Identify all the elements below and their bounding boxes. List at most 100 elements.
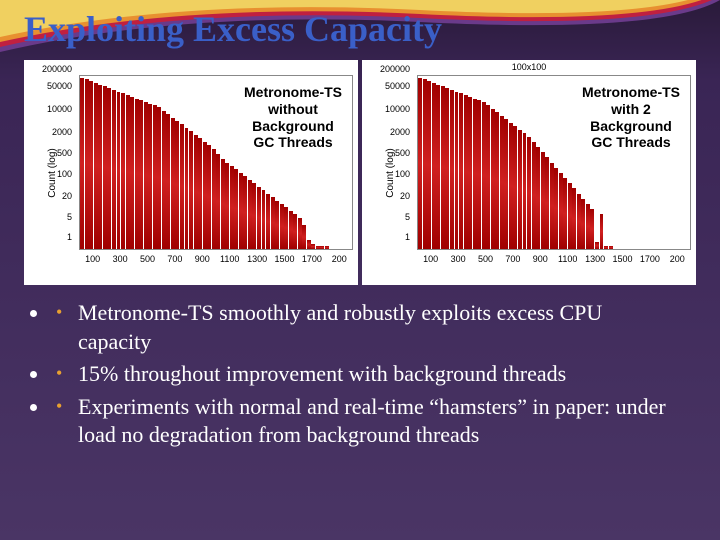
bar	[280, 204, 284, 249]
bar	[148, 104, 152, 249]
bar	[427, 81, 431, 249]
bullet-item: Experiments with normal and real-time “h…	[50, 393, 680, 450]
bar	[185, 128, 189, 249]
bar	[130, 97, 134, 249]
y-tick: 100	[57, 169, 72, 179]
bar	[194, 135, 198, 249]
bar	[307, 240, 311, 249]
bar	[518, 130, 522, 249]
bar	[609, 246, 613, 249]
bar	[559, 173, 563, 249]
bar	[252, 183, 256, 249]
bar	[216, 154, 220, 249]
x-tick: 900	[533, 254, 548, 264]
x-tick: 200	[670, 254, 685, 264]
chart-right-caption: Metronome-TS with 2 Background GC Thread…	[582, 84, 680, 151]
bar	[271, 197, 275, 249]
bar	[500, 116, 504, 249]
bullet-list: Metronome-TS smoothly and robustly explo…	[0, 285, 720, 450]
bar	[221, 159, 225, 249]
bar	[482, 102, 486, 249]
x-tick: 500	[478, 254, 493, 264]
bar	[325, 246, 329, 249]
bar	[80, 78, 84, 249]
x-tick: 100	[423, 254, 438, 264]
bar	[166, 114, 170, 249]
y-tick: 500	[57, 148, 72, 158]
bar	[541, 152, 545, 249]
bar	[550, 163, 554, 250]
bar	[595, 242, 599, 249]
bar	[586, 204, 590, 249]
bar	[234, 169, 238, 249]
bar	[162, 111, 166, 249]
y-tick: 1	[67, 232, 72, 242]
bar	[464, 95, 468, 249]
bar	[536, 147, 540, 249]
x-tick: 1300	[585, 254, 605, 264]
x-ticks-right: 1003005007009001100130015001700200	[417, 252, 691, 285]
bar	[94, 83, 98, 249]
bar	[144, 102, 148, 249]
bar	[590, 209, 594, 249]
y-tick: 50000	[47, 81, 72, 91]
bar	[418, 78, 422, 249]
y-tick: 200000	[42, 64, 72, 74]
x-tick: 1700	[640, 254, 660, 264]
y-tick: 2000	[390, 127, 410, 137]
y-tick: 50000	[385, 81, 410, 91]
y-tick: 10000	[47, 104, 72, 114]
bar	[600, 214, 604, 249]
y-tick: 20	[400, 191, 410, 201]
y-ticks-left: 200000500001000020005001002051	[24, 75, 76, 250]
bar	[495, 112, 499, 249]
x-tick: 500	[140, 254, 155, 264]
y-tick: 2000	[52, 127, 72, 137]
x-tick: 1300	[247, 254, 267, 264]
chart-left: Count (log) 2000005000010000200050010020…	[24, 60, 358, 285]
bar	[436, 85, 440, 249]
bar	[298, 218, 302, 249]
bar	[468, 97, 472, 249]
bar	[581, 199, 585, 249]
y-tick: 100	[395, 169, 410, 179]
bar	[89, 81, 93, 249]
x-tick: 300	[451, 254, 466, 264]
x-tick: 1500	[274, 254, 294, 264]
bar	[230, 166, 234, 249]
bar	[473, 99, 477, 250]
bar	[311, 244, 315, 249]
bar	[157, 107, 161, 249]
y-tick: 10000	[385, 104, 410, 114]
y-tick: 5	[405, 212, 410, 222]
bar	[243, 176, 247, 249]
x-tick: 1500	[612, 254, 632, 264]
y-tick: 5	[67, 212, 72, 222]
slide-title: Exploiting Excess Capacity	[0, 0, 720, 56]
bar	[225, 163, 229, 250]
bar	[509, 123, 513, 249]
x-tick: 200	[332, 254, 347, 264]
bar	[107, 88, 111, 249]
bar	[98, 85, 102, 249]
bar	[248, 180, 252, 249]
y-tick: 20	[62, 191, 72, 201]
bar	[117, 92, 121, 249]
bar	[445, 88, 449, 249]
bar	[572, 188, 576, 249]
x-tick: 700	[167, 254, 182, 264]
bar	[289, 211, 293, 249]
charts-row: Count (log) 2000005000010000200050010020…	[0, 60, 720, 285]
bar	[527, 137, 531, 249]
bar	[577, 194, 581, 249]
bar	[171, 118, 175, 249]
bar	[175, 121, 179, 249]
bar	[189, 131, 193, 249]
bar	[112, 90, 116, 249]
x-tick: 1100	[220, 254, 239, 264]
bar	[455, 92, 459, 249]
bar	[554, 168, 558, 249]
bar	[275, 201, 279, 249]
bar	[139, 100, 143, 249]
bar	[459, 93, 463, 249]
